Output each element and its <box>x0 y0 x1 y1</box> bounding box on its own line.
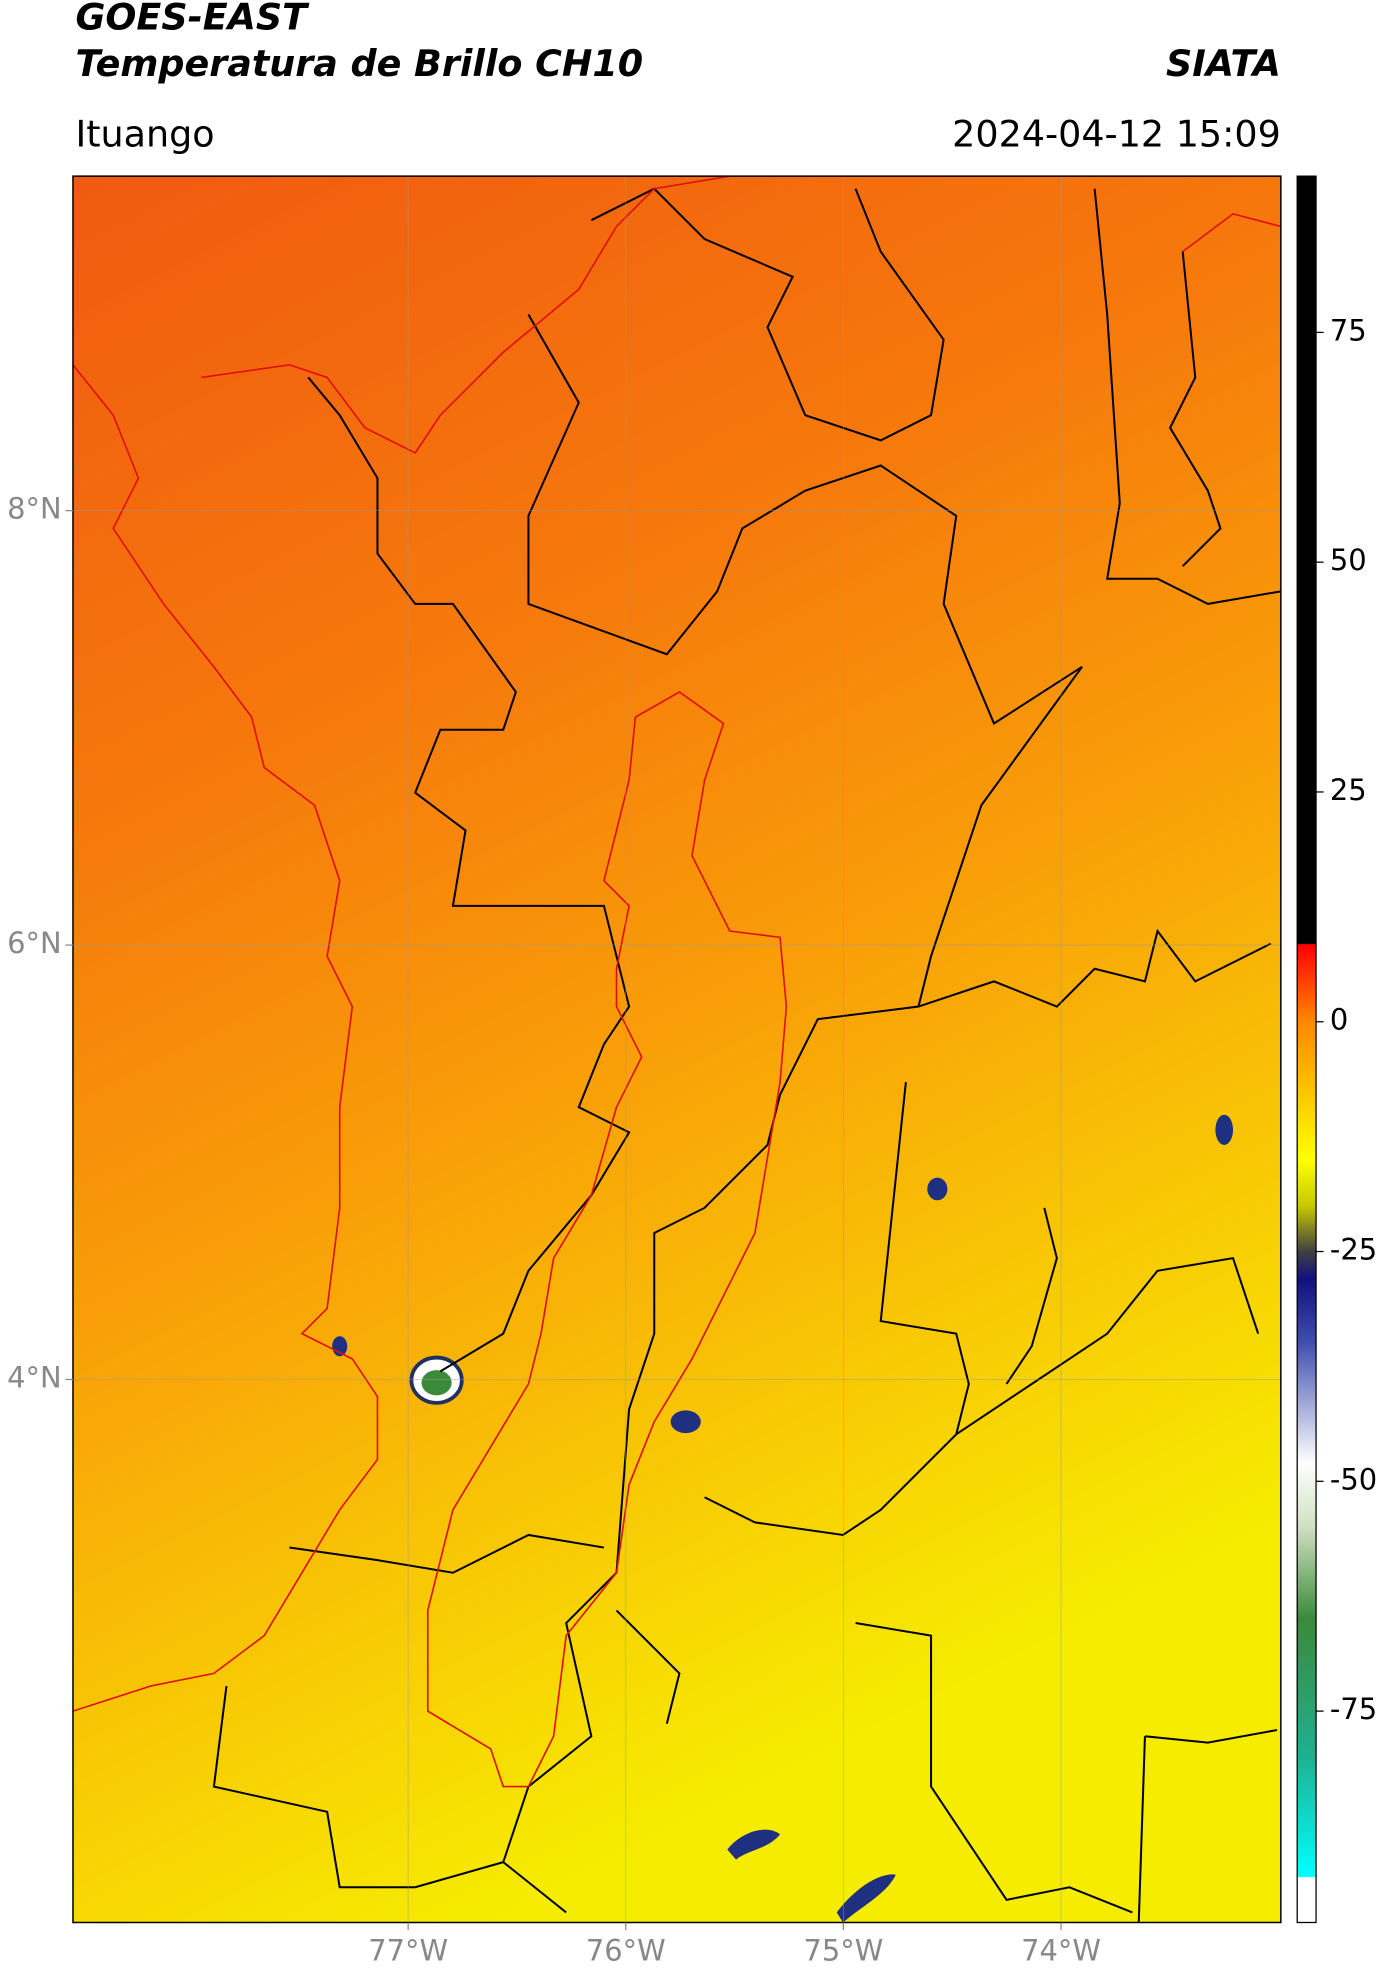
x-tick-label: 77°W <box>368 1934 448 1968</box>
colorbar <box>1296 175 1317 1924</box>
colorbar-tick-label: 75 <box>1330 313 1367 347</box>
coastline <box>72 176 1281 1788</box>
colorbar-tick-label: 25 <box>1330 773 1367 807</box>
x-tick-label: 75°W <box>803 1934 883 1968</box>
title: GOES-EAST <box>75 0 310 38</box>
source: SIATA <box>1166 42 1281 85</box>
colorbar-tick-label: 50 <box>1330 543 1367 577</box>
y-tick-label: 4°N <box>7 1360 62 1394</box>
colorbar-tick-label: -75 <box>1330 1692 1377 1726</box>
cloud-tops <box>332 1114 1234 1923</box>
colorbar-tick-label: 0 <box>1330 1003 1348 1037</box>
y-tick-label: 8°N <box>7 492 62 526</box>
map <box>72 176 1281 1923</box>
datetime: 2024-04-12 15:09 <box>952 112 1281 155</box>
x-tick-label: 76°W <box>586 1934 666 1968</box>
location: Ituango <box>75 112 214 155</box>
x-tick-label: 74°W <box>1021 1934 1101 1968</box>
grid <box>72 176 1281 1923</box>
borders <box>212 187 1281 1923</box>
map-background <box>72 176 1281 1923</box>
colorbar-tick-label: -25 <box>1330 1233 1377 1267</box>
y-tick-label: 6°N <box>7 926 62 960</box>
title: Temperatura de Brillo CH10 <box>75 42 643 85</box>
map-frame <box>72 175 1282 1924</box>
colorbar-tick-label: -50 <box>1330 1462 1377 1496</box>
